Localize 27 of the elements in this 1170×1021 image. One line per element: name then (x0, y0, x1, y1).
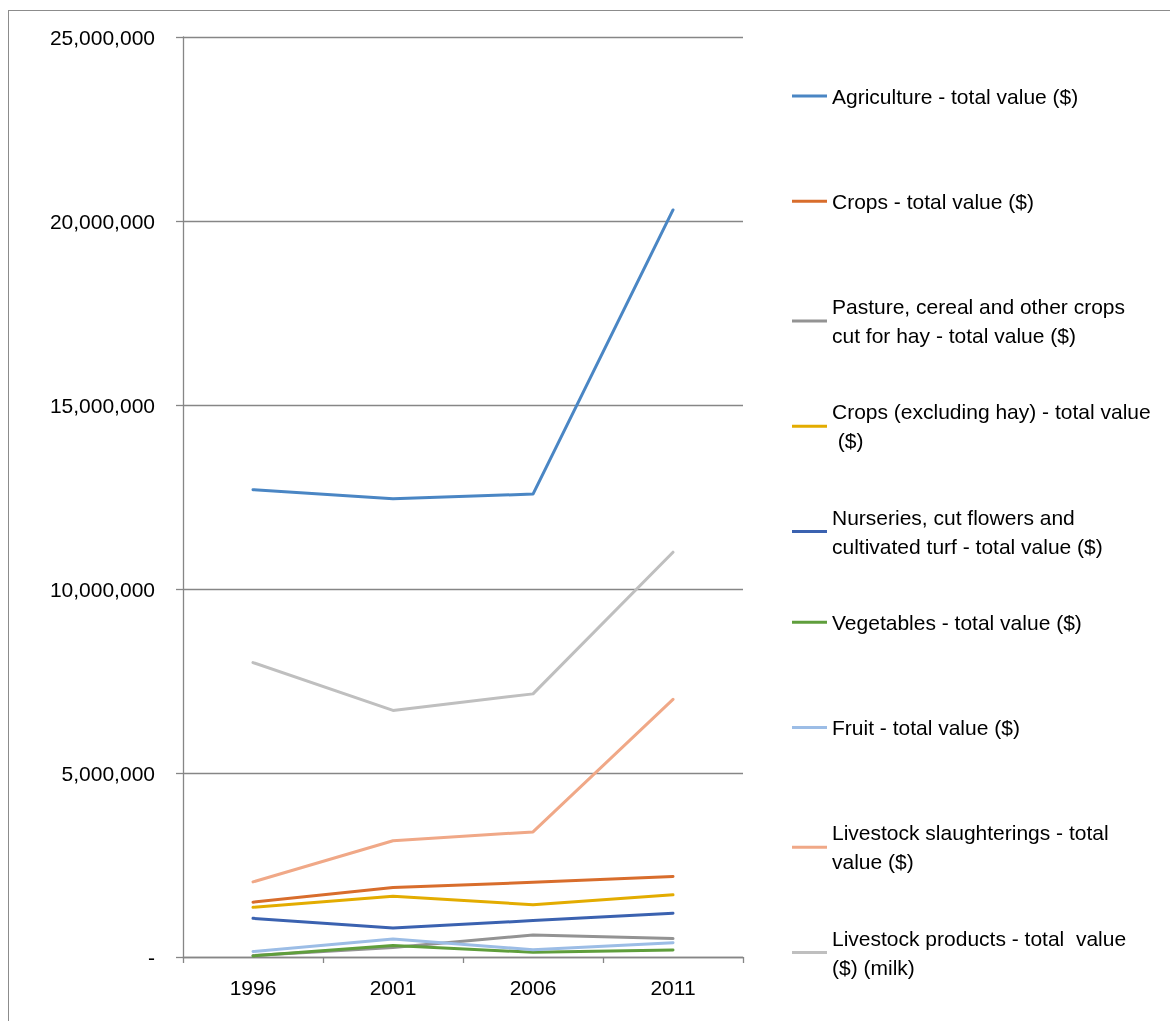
line-series (251, 208, 675, 501)
y-tick-label: 10,000,000 (49, 577, 155, 601)
line-series (251, 697, 675, 884)
legend-label: Livestock products - total value ($) (milk) (832, 926, 1132, 979)
y-tick-label: 15,000,000 (49, 393, 155, 417)
line-series (251, 550, 675, 712)
x-tick-label: 1996 (229, 976, 277, 999)
line-series (251, 911, 675, 930)
y-tick-label: - (148, 945, 155, 969)
line-series (251, 944, 675, 958)
legend-label: Pasture, cereal and other crops cut for hay - total value ($) (832, 295, 1131, 347)
y-tick-label: 20,000,000 (49, 209, 155, 233)
y-tick-label: 5,000,000 (61, 761, 155, 785)
legend-label: Livestock slaughterings - total value ($) (832, 821, 1115, 874)
legend-label: Crops - total value ($) (832, 189, 1034, 213)
legend-label: Nurseries, cut flowers and cultivated turf - total value ($) (832, 505, 1103, 558)
line-series (251, 937, 675, 953)
legend-label: Agriculture - total value ($) (832, 84, 1079, 108)
line-series (251, 893, 675, 909)
y-tick-label: 25,000,000 (49, 25, 155, 49)
x-tick-label: 2011 (650, 976, 696, 999)
legend-label: Vegetables - total value ($) (832, 610, 1082, 634)
line-series (251, 874, 675, 904)
x-tick-label: 2006 (509, 976, 557, 999)
legend-label: Fruit - total value ($) (832, 716, 1020, 739)
x-tick-label: 2001 (369, 976, 417, 999)
legend-label: Crops (excluding hay) - total value ($) (832, 400, 1151, 453)
